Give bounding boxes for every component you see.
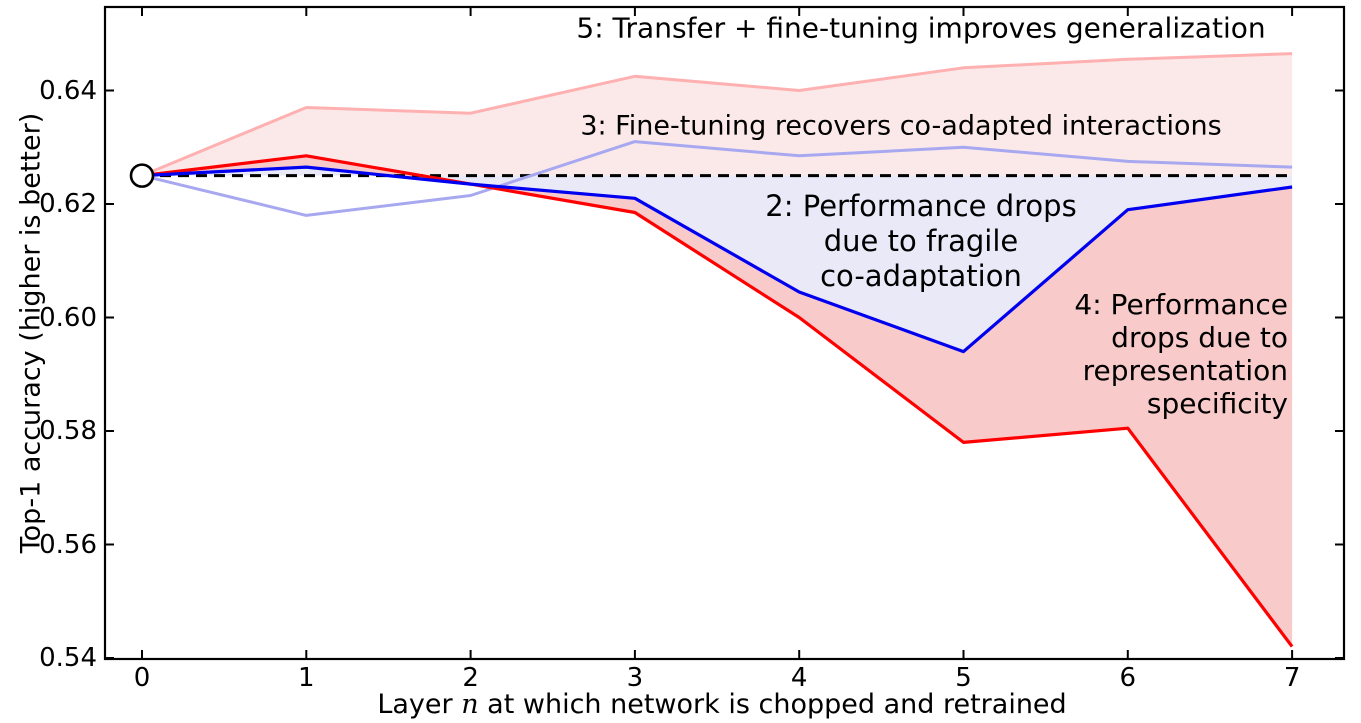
x-tick-label: 6 — [1119, 663, 1137, 693]
annotation-line: 4: Performance — [1074, 288, 1288, 321]
fill-fragile-coadaptation-region — [142, 167, 1293, 352]
x-tick-label: 1 — [298, 663, 315, 693]
annotation-line: specificity — [1146, 387, 1288, 420]
y-tick-label: 0.56 — [39, 529, 97, 560]
line-bnb-selffer — [141, 165, 1293, 354]
x-tick-label: 4 — [790, 663, 808, 693]
annotation-line: representation — [1082, 354, 1288, 387]
y-axis-title: Top-1 accuracy (higher is better) — [15, 112, 47, 554]
fill-representation-specificity-region — [142, 155, 1293, 647]
y-tick-label: 0.60 — [39, 302, 97, 333]
x-tick-label: 0 — [133, 663, 151, 693]
x-tick-label: 2 — [462, 663, 479, 693]
annotation-line: due to fragile — [823, 224, 1019, 258]
base-accuracy-marker — [129, 163, 155, 188]
line-bnb-plus-finetune — [141, 140, 1293, 217]
annotation-finetuning-recovers: 3: Fine-tuning recovers co-adapted inter… — [580, 110, 1222, 142]
line-anb-plus-transfer-finetune — [141, 52, 1293, 177]
x-tick-label: 7 — [1283, 663, 1301, 693]
x-axis-title-variable: n — [461, 689, 479, 720]
axes-frame — [103, 5, 1346, 661]
annotation-line: drops due to — [1111, 321, 1288, 354]
annotation-representation-specificity: 4: Performance drops due to representati… — [1074, 288, 1288, 420]
x-tick-label: 3 — [626, 663, 644, 693]
annotation-line: co-adaptation — [820, 259, 1022, 293]
x-tick-label: 5 — [955, 663, 972, 693]
annotation-fragile-coadaptation: 2: Performance drops due to fragile co-a… — [765, 189, 1076, 294]
annotation-line: 2: Performance drops — [765, 189, 1077, 223]
x-axis-title-prefix: Layer — [377, 689, 462, 720]
fill-transfer-finetune-region — [142, 53, 1293, 176]
y-tick-label: 0.62 — [39, 189, 97, 219]
y-tick-label: 0.54 — [39, 643, 97, 673]
x-axis-title: Layer n at which network is chopped and … — [377, 689, 1066, 720]
y-tick-label: 0.64 — [39, 75, 97, 106]
y-tick-label: 0.58 — [39, 416, 97, 446]
annotation-transfer-finetuning: 5: Transfer + fine-tuning improves gener… — [576, 11, 1266, 45]
line-anb-transfer — [141, 154, 1294, 648]
x-axis-title-suffix: at which network is chopped and retraine… — [478, 689, 1067, 720]
